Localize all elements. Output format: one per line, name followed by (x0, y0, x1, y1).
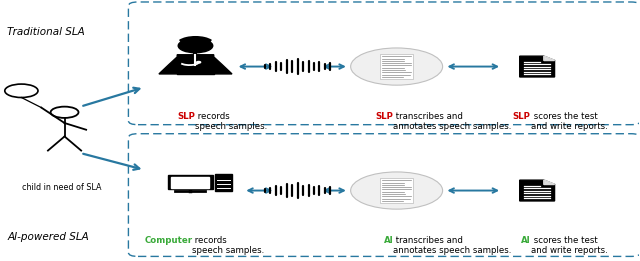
Text: SLP: SLP (376, 112, 394, 121)
Text: SLP: SLP (513, 112, 531, 121)
FancyBboxPatch shape (380, 55, 413, 79)
Text: records
speech samples.: records speech samples. (192, 236, 264, 255)
Text: AI: AI (384, 236, 394, 245)
Circle shape (351, 172, 443, 209)
Text: SLP: SLP (177, 112, 195, 121)
Text: scores the test
and write reports.: scores the test and write reports. (531, 112, 607, 131)
Polygon shape (544, 56, 555, 61)
Polygon shape (520, 180, 555, 201)
Text: transcribes and
annotates speech samples.: transcribes and annotates speech samples… (394, 236, 512, 255)
Circle shape (196, 61, 200, 63)
Text: AI: AI (521, 236, 531, 245)
Text: AI-powered SLA: AI-powered SLA (7, 232, 89, 242)
Polygon shape (544, 180, 555, 185)
Circle shape (178, 39, 212, 53)
Text: scores the test
and write reports.: scores the test and write reports. (531, 236, 607, 255)
FancyBboxPatch shape (380, 179, 413, 203)
Polygon shape (544, 56, 555, 61)
Polygon shape (159, 55, 232, 74)
Text: Computer: Computer (144, 236, 192, 245)
FancyBboxPatch shape (172, 177, 209, 188)
Text: child in need of SLA: child in need of SLA (22, 183, 101, 192)
Text: records
speech samples.: records speech samples. (195, 112, 268, 131)
Polygon shape (544, 180, 555, 185)
Text: Traditional SLA: Traditional SLA (7, 27, 85, 37)
FancyBboxPatch shape (168, 175, 212, 189)
Polygon shape (520, 56, 555, 77)
Text: transcribes and
annotates speech samples.: transcribes and annotates speech samples… (394, 112, 512, 131)
FancyBboxPatch shape (215, 174, 232, 191)
Circle shape (351, 48, 443, 85)
